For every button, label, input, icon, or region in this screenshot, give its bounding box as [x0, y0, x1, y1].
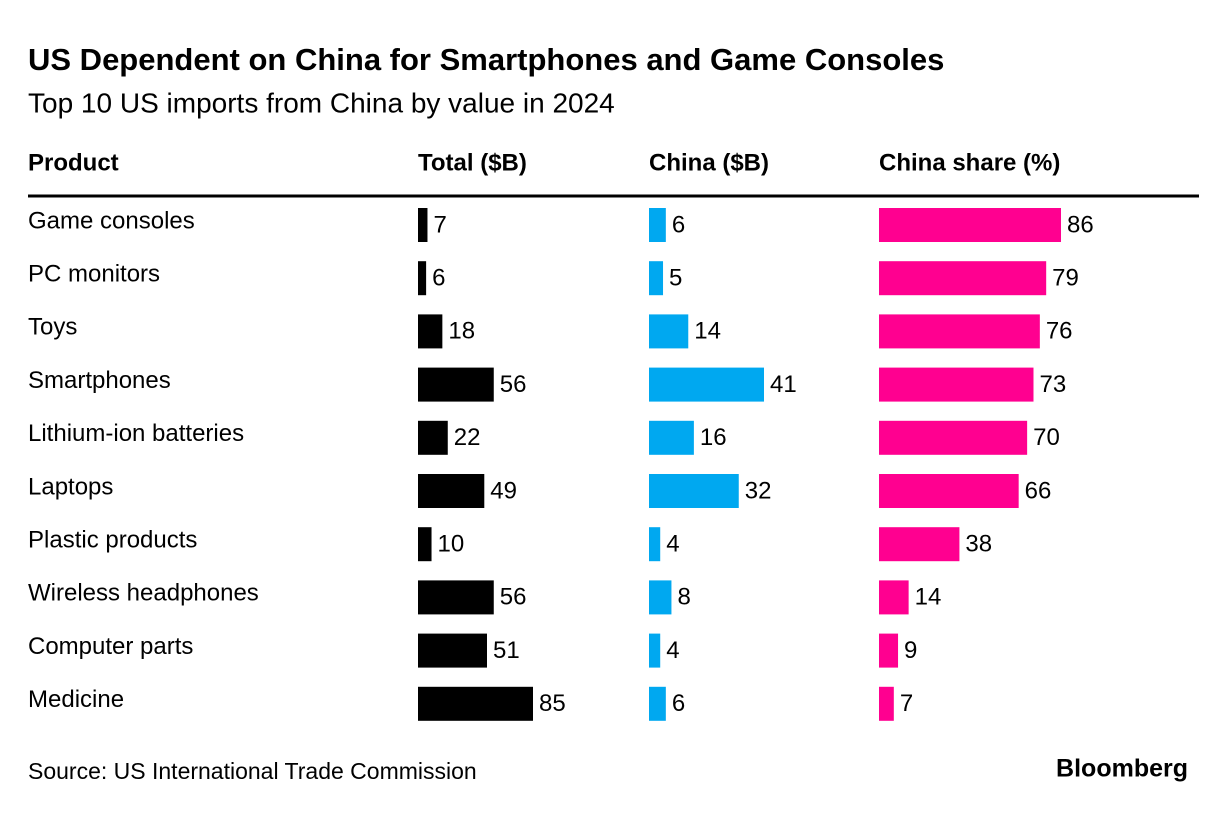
bar: [649, 314, 689, 349]
row-label: Medicine: [28, 686, 124, 713]
bar: [879, 527, 960, 562]
bar: [879, 686, 894, 721]
row-label: Game consoles: [28, 207, 195, 234]
value-label: 49: [490, 477, 517, 504]
bar: [418, 633, 487, 668]
value-label: 14: [915, 584, 942, 611]
value-label: 6: [432, 265, 445, 292]
value-label: 76: [1046, 318, 1073, 345]
value-label: 73: [1039, 371, 1066, 398]
bar: [649, 580, 672, 615]
value-label: 66: [1025, 477, 1052, 504]
brand: Bloomberg: [1056, 755, 1188, 783]
value-label: 7: [900, 690, 913, 717]
bar: [649, 420, 694, 455]
bar: [879, 208, 1061, 242]
value-label: 70: [1033, 424, 1060, 451]
bar: [649, 261, 664, 296]
bar: [879, 420, 1028, 455]
value-label: 41: [770, 371, 797, 398]
value-label: 8: [677, 584, 690, 611]
value-label: 7: [433, 211, 446, 238]
bar: [649, 527, 661, 562]
bar: [418, 686, 533, 721]
bar: [879, 367, 1034, 402]
column-header: Product: [28, 149, 119, 176]
bar: [879, 633, 899, 668]
column-header: China share (%): [879, 149, 1060, 176]
bar: [649, 367, 764, 402]
source: Source: US International Trade Commissio…: [28, 758, 477, 784]
chart-subtitle: Top 10 US imports from China by value in…: [28, 87, 615, 118]
bar: [418, 580, 494, 615]
row-label: Computer parts: [28, 633, 193, 660]
row-label: PC monitors: [28, 261, 160, 288]
value-label: 10: [438, 531, 465, 558]
value-label: 86: [1067, 211, 1094, 238]
bar: [879, 580, 909, 615]
value-label: 32: [745, 477, 772, 504]
bar: [649, 208, 666, 242]
chart-title: US Dependent on China for Smartphones an…: [28, 42, 944, 77]
bar: [649, 474, 739, 508]
row-label: Toys: [28, 314, 77, 341]
bar: [418, 367, 494, 402]
value-label: 38: [965, 531, 992, 558]
value-label: 14: [694, 318, 721, 345]
bar: [649, 686, 666, 721]
value-label: 9: [904, 637, 917, 664]
value-label: 85: [539, 690, 566, 717]
bar: [418, 314, 443, 349]
bar: [418, 261, 427, 296]
bar: [879, 261, 1047, 296]
column-header: China ($B): [649, 149, 769, 176]
column-header: Total ($B): [418, 149, 527, 176]
value-label: 4: [666, 637, 679, 664]
bar: [418, 474, 485, 508]
bar: [649, 633, 661, 668]
value-label: 56: [500, 584, 527, 611]
row-label: Wireless headphones: [28, 580, 259, 607]
row-label: Smartphones: [28, 367, 171, 394]
value-label: 79: [1052, 265, 1079, 292]
value-label: 22: [454, 424, 481, 451]
value-label: 16: [700, 424, 727, 451]
bar: [418, 527, 432, 562]
value-label: 56: [500, 371, 527, 398]
row-label: Plastic products: [28, 527, 197, 554]
bar: [879, 474, 1019, 508]
bar: [418, 420, 448, 455]
bar: [418, 208, 428, 242]
row-label: Laptops: [28, 473, 113, 500]
value-label: 18: [448, 318, 475, 345]
value-label: 5: [669, 265, 682, 292]
value-label: 4: [666, 531, 679, 558]
value-label: 6: [672, 211, 685, 238]
value-label: 6: [672, 690, 685, 717]
bar: [879, 314, 1040, 349]
value-label: 51: [493, 637, 520, 664]
row-label: Lithium-ion batteries: [28, 420, 244, 447]
